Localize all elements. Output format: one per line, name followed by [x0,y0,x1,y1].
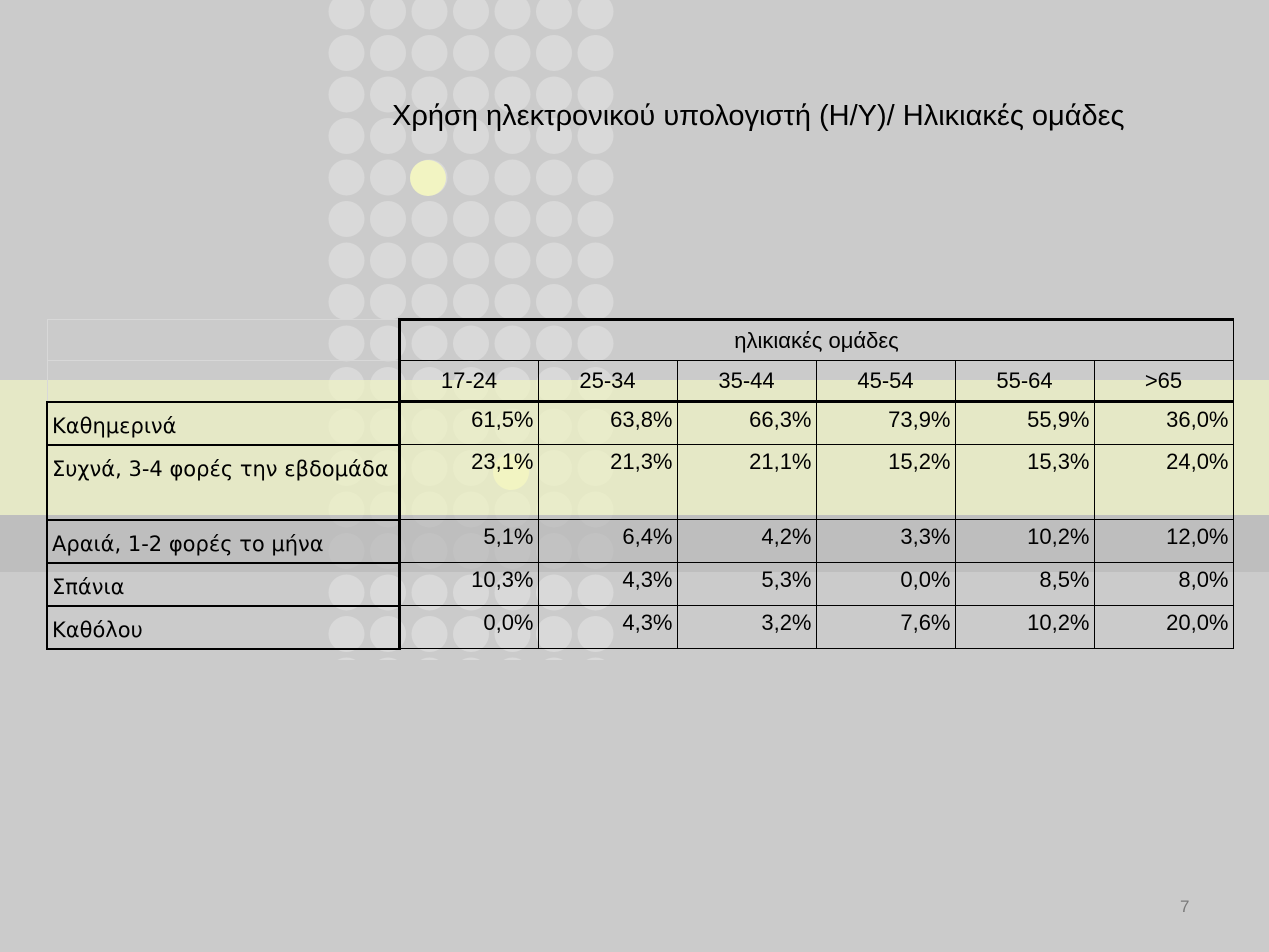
table-row: Καθημερινά 61,5% 63,8% 66,3% 73,9% 55,9% 36,0% [46,400,1234,446]
cell-value: 21,3% [537,444,678,520]
header-row: ηλικιακές ομάδες [46,318,1234,361]
table-row: Αραιά, 1-2 φορές το μήνα 5,1% 6,4% 4,2% 3,3%… [46,518,1234,564]
column-header: 45-54 [815,360,956,403]
cell-value: 12,0% [1093,519,1234,563]
cell-value: 23,1% [397,444,539,520]
cell-value: 36,0% [1093,401,1234,445]
cell-value: 5,3% [676,562,817,606]
blank-cell [46,319,401,361]
column-header: 25-34 [537,360,678,403]
cell-value: 3,3% [815,519,956,563]
blank-cell [46,360,401,402]
cell-value: 8,5% [954,562,1095,606]
table-row: Συχνά, 3-4 φορές την εβδομάδα 23,1% 21,3% 2… [46,443,1234,521]
cell-value: 0,0% [397,605,539,649]
cell-value: 4,3% [537,605,678,649]
row-label: Καθόλου [46,604,401,650]
cell-value: 3,2% [676,605,817,649]
cell-value: 10,2% [954,605,1095,649]
column-header: 35-44 [676,360,817,403]
row-label: Καθημερινά [46,400,401,446]
cell-value: 73,9% [815,401,956,445]
cell-value: 15,3% [954,444,1095,520]
cell-value: 0,0% [815,562,956,606]
row-label: Σπάνια [46,561,401,607]
cell-value: 6,4% [537,519,678,563]
cell-value: 7,6% [815,605,956,649]
highlight-dot [410,160,446,196]
cell-value: 66,3% [676,401,817,445]
cell-value: 24,0% [1093,444,1234,520]
column-header: 17-24 [397,360,539,403]
data-table: ηλικιακές ομάδες 17-24 25-34 35-44 45-54 55-6… [46,318,1234,650]
slide-title: Χρήση ηλεκτρονικού υπολογιστή (Η/Υ)/ Ηλι… [392,100,1125,132]
cell-value: 10,3% [397,562,539,606]
column-header: 55-64 [954,360,1095,403]
page-number: 7 [1180,897,1190,916]
cell-value: 10,2% [954,519,1095,563]
cell-value: 8,0% [1093,562,1234,606]
cell-value: 55,9% [954,401,1095,445]
cell-value: 15,2% [815,444,956,520]
cell-value: 4,3% [537,562,678,606]
cell-value: 21,1% [676,444,817,520]
header-row: 17-24 25-34 35-44 45-54 55-64 >65 [46,360,1234,403]
cell-value: 61,5% [397,401,539,445]
table-row: Σπάνια 10,3% 4,3% 5,3% 0,0% 8,5% 8,0% [46,561,1234,607]
group-header: ηλικιακές ομάδες [397,318,1234,361]
row-label: Συχνά, 3-4 φορές την εβδομάδα [46,443,401,521]
column-header: >65 [1093,360,1234,403]
cell-value: 5,1% [397,519,539,563]
cell-value: 63,8% [537,401,678,445]
table-row: Καθόλου 0,0% 4,3% 3,2% 7,6% 10,2% 20,0% [46,604,1234,650]
row-label: Αραιά, 1-2 φορές το μήνα [46,518,401,564]
cell-value: 20,0% [1093,605,1234,649]
cell-value: 4,2% [676,519,817,563]
